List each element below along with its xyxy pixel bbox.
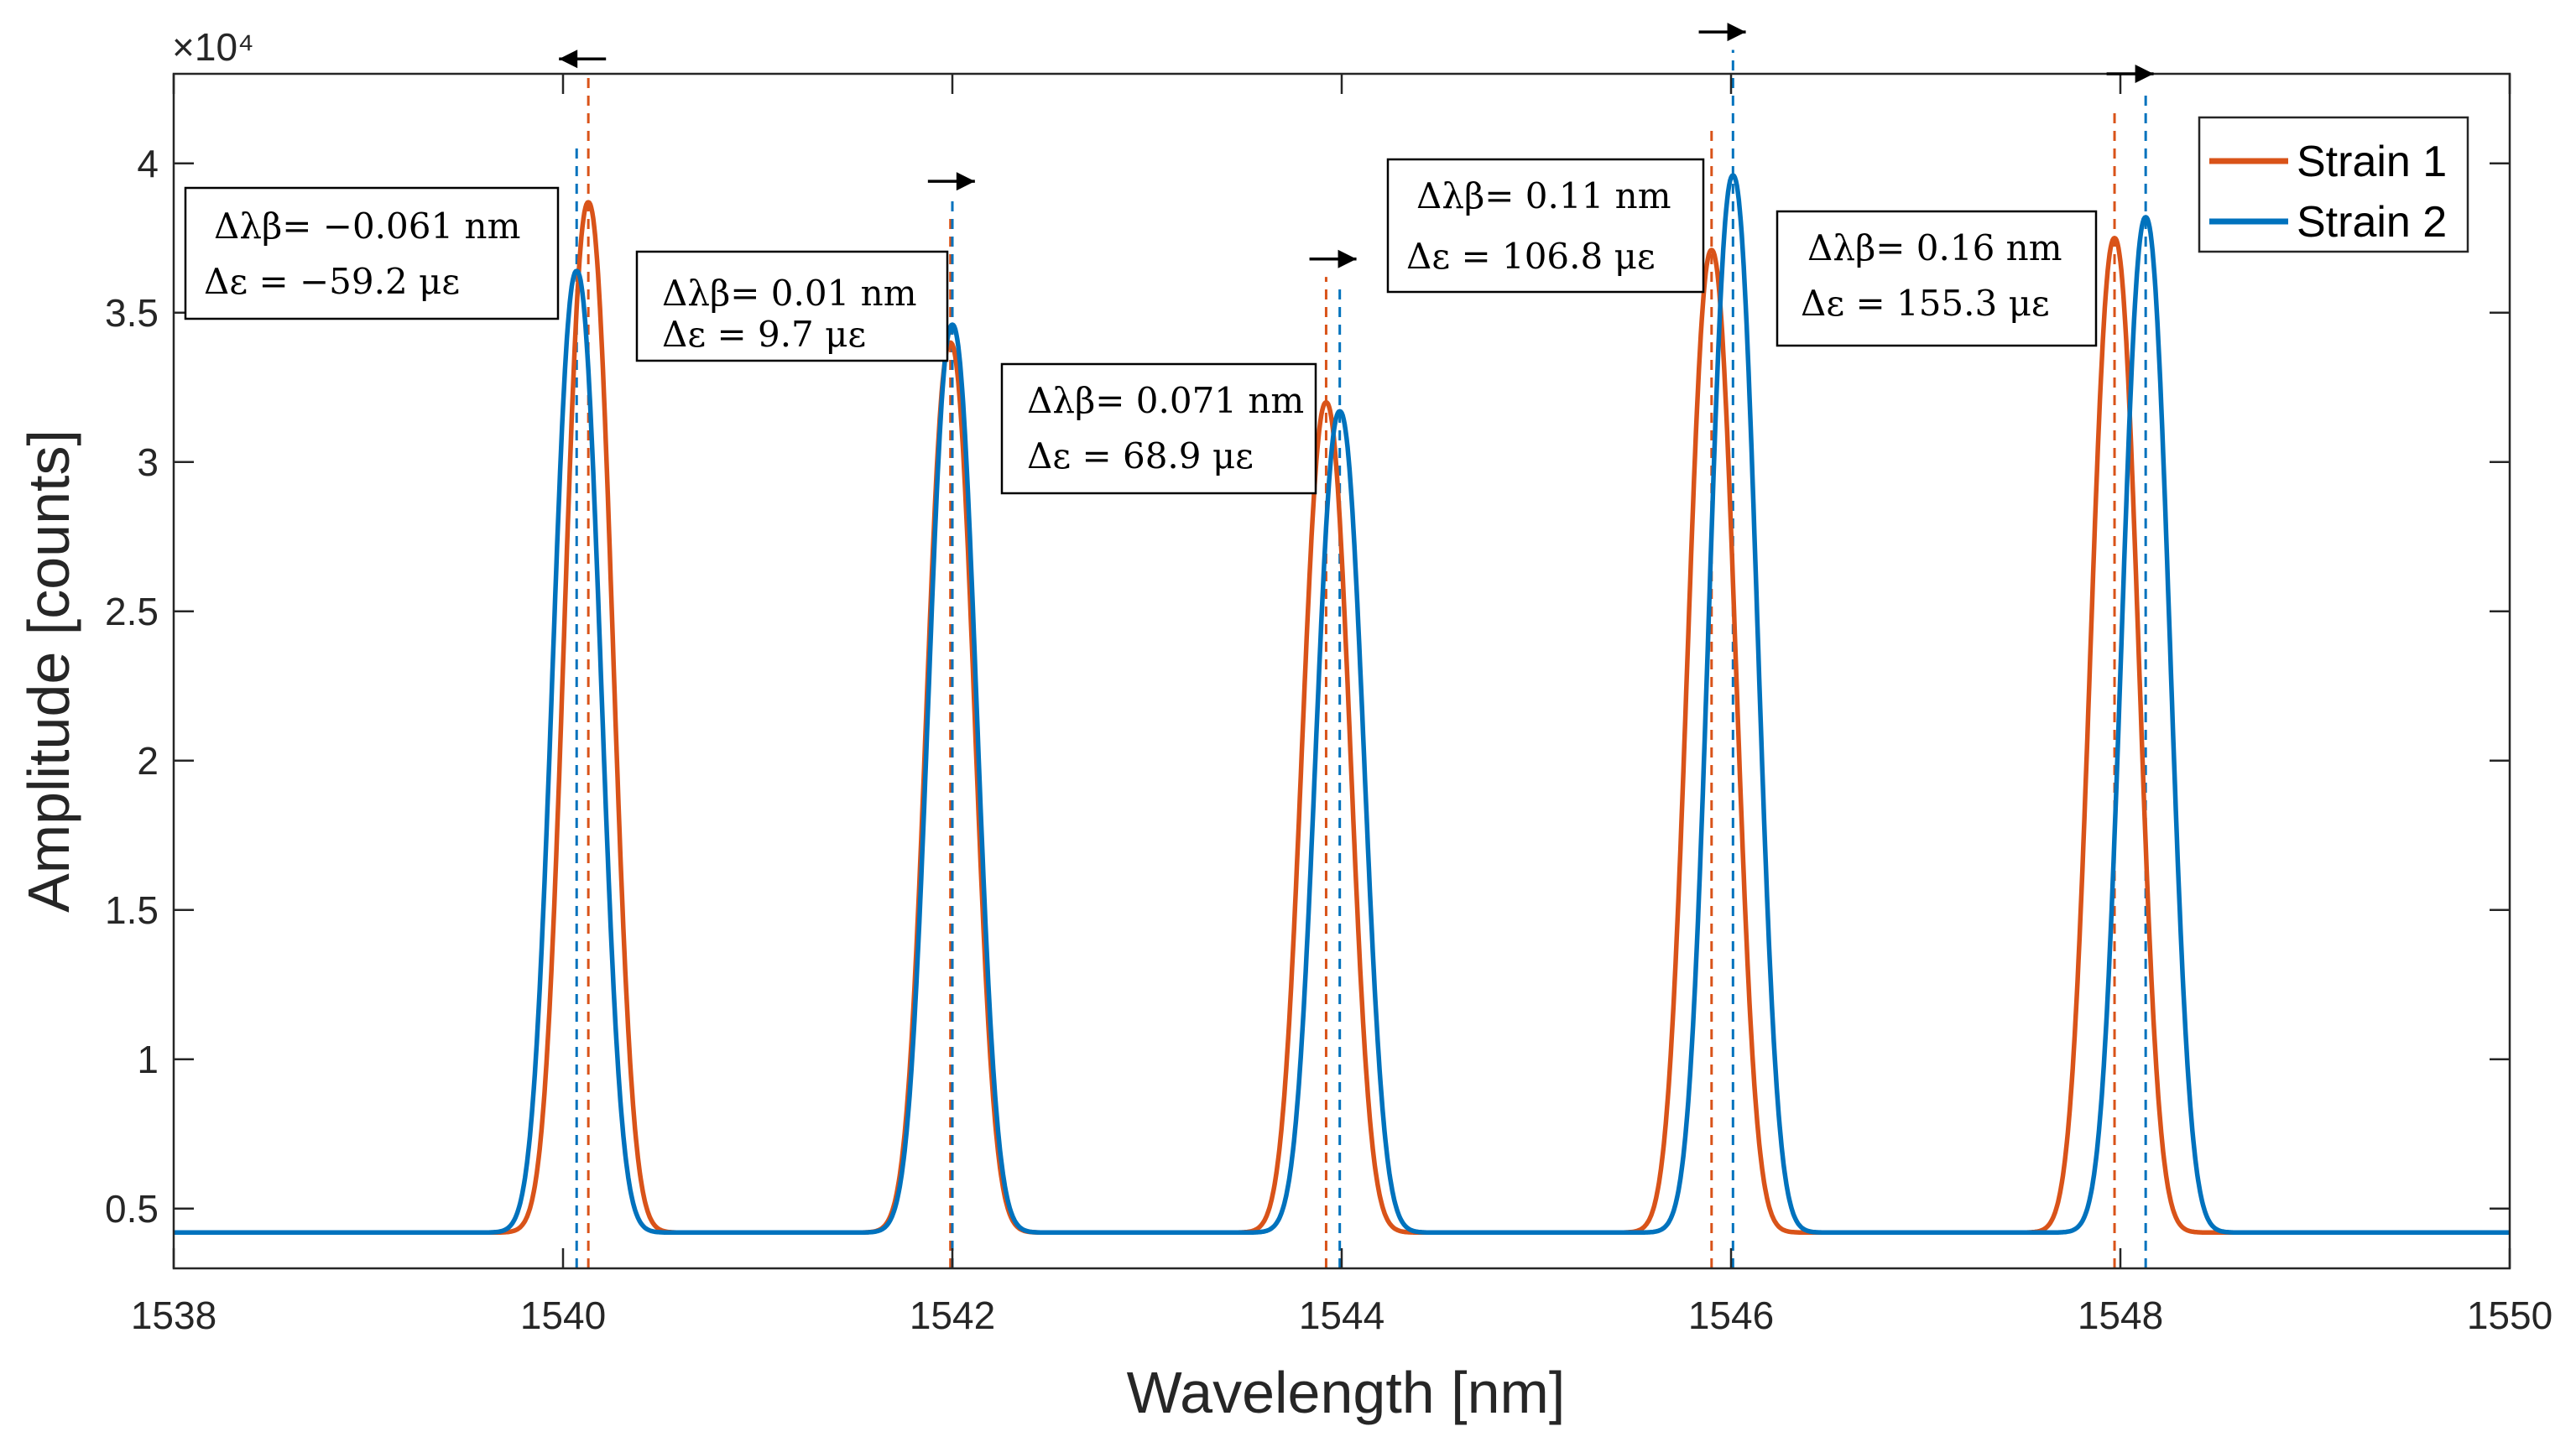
annotation-strain: Δε = −59.2 με [204,261,460,302]
legend-frame [2198,116,2469,253]
annotation-strain: Δε = 155.3 με [1801,283,2050,324]
annotation-strain: Δε = 9.7 με [662,314,866,355]
annotation-frame [1386,158,1705,294]
series-layer [172,173,2511,1236]
y-tick-label: 1 [137,1038,159,1081]
annotation-shift: Δλβ= 0.16 nm [1807,227,2062,268]
y-tick-label: 1.5 [105,888,159,932]
x-axis-label: Wavelength [nm] [1127,1360,1566,1425]
shift-arrow-head [2135,65,2154,83]
shift-arrow-layer [559,23,2154,268]
tick-layer: 1538 1540 1542 1544 1546 1548 1550 0.5 1 1.5 2 2.5 3… [105,74,2553,1337]
y-exponent-label: ×10⁴ [172,25,254,69]
y-tick-label: 3.5 [105,291,159,335]
series-line [172,173,2511,1236]
y-tick-label: 3 [137,440,159,484]
x-tick-label: 1540 [520,1294,606,1337]
y-tick-label: 2.5 [105,590,159,633]
x-tick-label: 1546 [1688,1294,1774,1337]
annotation-frame [1000,362,1317,495]
shift-arrow-head [1727,23,1746,42]
annotation-shift: Δλβ= −0.061 nm [214,206,520,247]
annotation-shift: Δλβ= 0.01 nm [662,273,917,314]
legend-label-strain-1: Strain 1 [2297,138,2447,186]
shift-arrow-head [559,49,578,69]
annotation-strain: Δε = 106.8 με [1406,236,1656,277]
shift-arrow-head [1338,249,1357,268]
annotation-shift: Δλβ= 0.071 nm [1027,380,1304,421]
legend-label-strain-2: Strain 2 [2297,198,2447,247]
x-tick-label: 1550 [2467,1294,2553,1337]
series-line [172,200,2511,1236]
annotation-frame [635,250,949,362]
y-tick-label: 2 [137,739,159,783]
annotation-strain: Δε = 68.9 με [1027,435,1254,476]
annotation-shift: Δλβ= 0.11 nm [1416,175,1671,216]
y-axis-label: Amplitude [counts] [16,429,81,913]
y-tick-label: 0.5 [105,1187,159,1231]
annotation-box: Δλβ= 0.16 nm Δε = 155.3 με [1776,210,2098,347]
annotation-frame [184,186,560,320]
annotation-box: Δλβ= −0.061 nm Δε = −59.2 με [184,186,560,320]
x-tick-label: 1544 [1299,1294,1384,1337]
x-tick-label: 1548 [2078,1294,2163,1337]
legend: Strain 1 Strain 2 [2198,116,2469,253]
x-tick-label: 1542 [910,1294,995,1337]
annotation-frame [1776,210,2098,347]
shift-arrow-head [956,172,975,191]
x-tick-label: 1538 [131,1294,216,1337]
annotation-box: Δλβ= 0.01 nm Δε = 9.7 με [635,250,949,362]
y-tick-label: 4 [137,142,159,185]
annotation-box: Δλβ= 0.071 nm Δε = 68.9 με [1000,362,1317,495]
annotation-box: Δλβ= 0.11 nm Δε = 106.8 με [1386,158,1705,294]
